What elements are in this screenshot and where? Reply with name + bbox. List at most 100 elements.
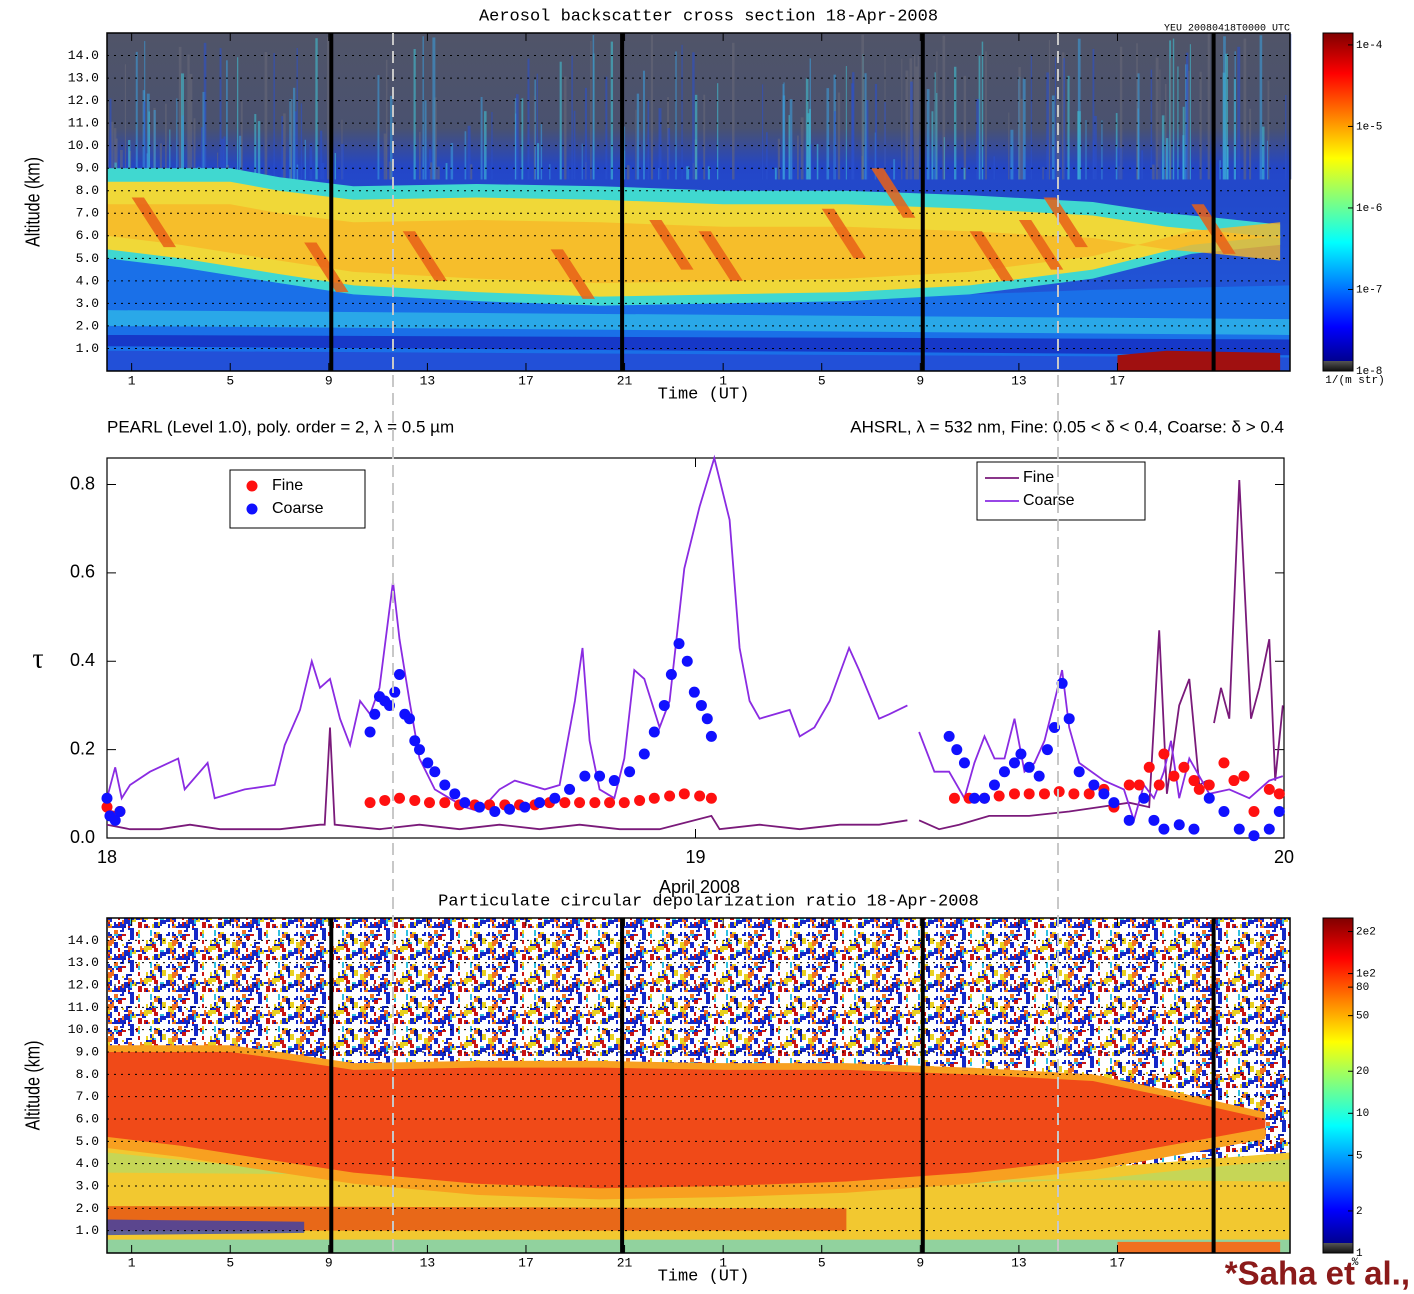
- curtain-streak: [469, 164, 473, 180]
- curtain-streak: [419, 131, 421, 180]
- y-axis-label: Altitude (km): [22, 1041, 44, 1131]
- curtain-streak: [1243, 38, 1247, 180]
- data-point: [681, 655, 693, 667]
- curtain-streak: [1056, 100, 1060, 180]
- curtain-streak: [200, 127, 203, 180]
- colorbar-tick-label: 2: [1356, 1206, 1363, 1218]
- data-point: [1133, 779, 1145, 791]
- y-tick-label: 13.0: [68, 955, 99, 970]
- curtain-streak: [115, 138, 118, 180]
- curtain-image: [107, 33, 1292, 371]
- x-tick-label: 13: [420, 373, 436, 388]
- data-point: [389, 686, 401, 698]
- x-tick-label: 21: [617, 1255, 633, 1270]
- curtain-streak: [893, 159, 896, 180]
- curtain-streak: [283, 113, 286, 180]
- curtain-streak: [1150, 69, 1153, 180]
- y-tick-label: 12.0: [68, 93, 99, 108]
- curtain-streak: [1137, 73, 1140, 180]
- data-point: [574, 797, 586, 809]
- curtain-streak: [658, 108, 662, 180]
- curtain-streak: [1020, 98, 1023, 180]
- data-point: [1233, 823, 1245, 835]
- curtain-streak: [1182, 106, 1185, 180]
- data-point: [618, 797, 630, 809]
- curtain-streak: [667, 127, 671, 180]
- data-gap: [920, 33, 925, 371]
- data-point: [413, 744, 425, 756]
- data-point: [1148, 814, 1160, 826]
- plot-frame: [106, 917, 1291, 1254]
- aerosol-streak: [871, 168, 916, 218]
- curtain-streak: [226, 60, 228, 180]
- curtain-streak: [1267, 80, 1270, 180]
- data-point: [1056, 677, 1068, 689]
- data-point: [608, 775, 620, 787]
- data-point: [1038, 788, 1050, 800]
- x-tick-label: 1: [128, 1255, 136, 1270]
- curtain-streak: [1010, 129, 1014, 180]
- curtain-streak: [491, 112, 493, 180]
- aerosol-streak: [1018, 220, 1064, 270]
- data-point: [379, 794, 391, 806]
- data-point: [1188, 823, 1200, 835]
- curtain-streak: [221, 138, 225, 180]
- data-point: [393, 792, 405, 804]
- curtain-streak: [120, 149, 123, 180]
- y-tick-label: 1.0: [76, 341, 99, 356]
- legend-swatch: [246, 480, 258, 492]
- data-point: [564, 783, 576, 795]
- data-point: [658, 699, 670, 711]
- data-point: [101, 801, 113, 813]
- curtain-streak: [254, 114, 257, 180]
- curtain-streak: [917, 56, 920, 180]
- curtain-streak: [610, 41, 614, 180]
- data-point: [988, 779, 1000, 791]
- curtain-streak: [159, 143, 162, 180]
- curtain-streak: [107, 101, 109, 180]
- colorbar-tick-label: 1e-8: [1356, 366, 1382, 378]
- data-point: [1123, 814, 1135, 826]
- curtain-streak: [236, 57, 239, 180]
- colorbar-tick-label: 1e-4: [1356, 40, 1383, 52]
- data-point: [489, 805, 501, 817]
- y-tick-label: 0.6: [70, 562, 95, 582]
- curtain-streak: [1177, 66, 1179, 180]
- curtain-streak: [321, 162, 325, 180]
- curtain-streak: [239, 135, 242, 180]
- data-point: [951, 744, 963, 756]
- curtain-streak: [1116, 147, 1119, 180]
- curtain-streak: [515, 94, 519, 180]
- plot-area: [101, 454, 1285, 842]
- data-point: [1023, 761, 1035, 773]
- data-point: [589, 797, 601, 809]
- series-line: [106, 480, 1284, 831]
- data-point: [1273, 788, 1285, 800]
- y-tick-label: 6.0: [76, 1111, 99, 1126]
- curtain-streak: [559, 61, 562, 180]
- curtain-streak: [732, 42, 735, 180]
- curtain-streak: [189, 73, 193, 180]
- curtain-streak: [437, 166, 440, 180]
- y-tick-label: 0.8: [70, 473, 95, 493]
- curtain-streak: [296, 47, 298, 180]
- colorbar-unit: 1/(m str): [1325, 375, 1384, 387]
- data-point: [1138, 792, 1150, 804]
- curtain-streak: [521, 98, 524, 180]
- y-tick-label: 14.0: [68, 48, 99, 63]
- legend-label: Coarse: [1023, 492, 1075, 509]
- colorbar-tick-label: 5: [1356, 1150, 1363, 1162]
- curtain-streak: [1223, 36, 1226, 180]
- curtain-streak: [294, 111, 297, 180]
- curtain-streak: [165, 103, 167, 180]
- curtain-streak: [296, 164, 299, 180]
- x-tick-label: 5: [226, 1255, 234, 1270]
- data-point: [648, 792, 660, 804]
- y-tick-label: 3.0: [76, 1178, 99, 1193]
- data-point: [1063, 713, 1075, 725]
- y-axis-label: τ: [32, 644, 43, 675]
- curtain-streak: [1285, 95, 1287, 180]
- data-point: [364, 797, 376, 809]
- data-point: [978, 792, 990, 804]
